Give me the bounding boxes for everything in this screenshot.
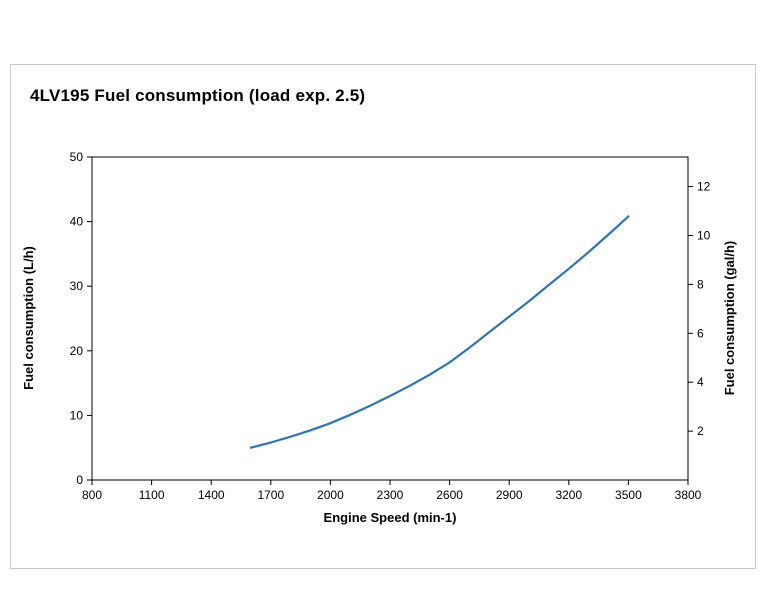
x-tick-label: 1700: [257, 488, 284, 502]
chart-title: 4LV195 Fuel consumption (load exp. 2.5): [30, 86, 366, 105]
x-tick-label: 2000: [317, 488, 344, 502]
left-y-tick-label: 30: [70, 279, 84, 293]
left-axis-title: Fuel consumption (L/h): [21, 246, 36, 390]
plot-layer: 800 1100 1400 1700 2000 2300 2600 2900 3200 3500 3…: [70, 150, 711, 502]
right-y-tick-label: 10: [697, 228, 711, 242]
right-axis-title: Fuel consumption (gal/h): [722, 241, 737, 396]
x-tick-label: 3500: [615, 488, 642, 502]
right-y-tick-label: 2: [697, 424, 704, 438]
x-axis-title: Engine Speed (min-1): [324, 510, 457, 525]
x-tick-label: 3800: [675, 488, 702, 502]
left-y-tick-label: 40: [70, 215, 84, 229]
x-tick-label: 1400: [198, 488, 225, 502]
right-y-tick-label: 8: [697, 277, 704, 291]
left-y-tick-label: 10: [70, 408, 84, 422]
x-tick-label: 2900: [496, 488, 523, 502]
right-y-tick-label: 12: [697, 180, 711, 194]
chart-frame: [10, 64, 756, 569]
x-tick-label: 2300: [377, 488, 404, 502]
right-y-tick-label: 6: [697, 326, 704, 340]
x-tick-label: 1100: [139, 488, 165, 502]
right-y-tick-label: 4: [697, 375, 704, 389]
x-tick-label: 2600: [436, 488, 463, 502]
left-y-tick-label: 20: [70, 344, 84, 358]
x-tick-label: 800: [82, 488, 102, 502]
plot-border: [91, 156, 689, 481]
series-line: [249, 215, 630, 449]
x-tick-label: 3200: [555, 488, 582, 502]
left-y-tick-label: 0: [76, 473, 83, 487]
left-y-tick-label: 50: [70, 150, 84, 164]
